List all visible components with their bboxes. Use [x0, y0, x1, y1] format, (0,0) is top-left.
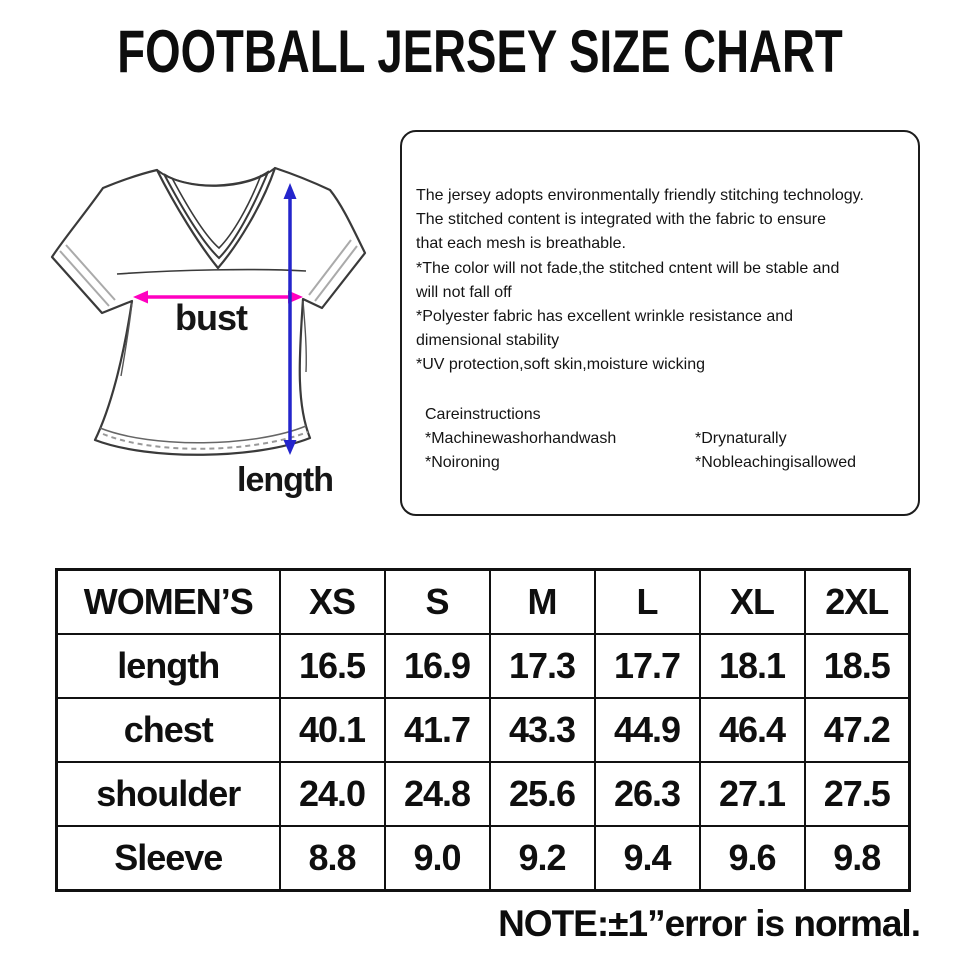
size-value-cell: 44.9 — [593, 697, 701, 763]
size-value-cell: 43.3 — [488, 697, 596, 763]
hem-stitch-line — [102, 431, 309, 450]
size-value-cell: 40.1 — [278, 697, 386, 763]
care-grid: *Machinewashorhandwash *Drynaturally *No… — [425, 427, 910, 475]
size-value-cell: 17.7 — [593, 633, 701, 699]
size-table-grid: WOMEN’S XS S M L XL 2XL length 16.5 16.9… — [55, 568, 911, 892]
size-value-cell: 9.2 — [488, 825, 596, 892]
table-row: Sleeve 8.8 9.0 9.2 9.4 9.6 9.8 — [55, 825, 911, 892]
left-cuff-stripe-2 — [65, 244, 116, 301]
collar-trim-inner-line — [171, 174, 262, 250]
size-value-cell: 9.4 — [593, 825, 701, 892]
size-value-cell: 47.2 — [803, 697, 911, 763]
size-value-cell: 41.7 — [383, 697, 491, 763]
jersey-figure — [25, 158, 395, 508]
size-col-header: L — [593, 568, 701, 635]
measure-row-label: chest — [55, 697, 281, 763]
chest-seam-line — [116, 268, 307, 275]
info-line: dimensional stability — [416, 332, 560, 350]
info-line: *Polyester fabric has excellent wrinkle … — [416, 308, 794, 326]
size-value-cell: 16.5 — [278, 633, 386, 699]
size-col-header: M — [488, 568, 596, 635]
right-cuff-stripe — [314, 245, 358, 302]
care-item: *Machinewashorhandwash — [425, 429, 617, 447]
jersey-illustration — [50, 166, 367, 456]
left-wrinkle-line — [120, 302, 133, 377]
size-value-cell: 27.1 — [698, 761, 806, 827]
table-row: shoulder 24.0 24.8 25.6 26.3 27.1 27.5 — [55, 761, 911, 827]
hem-inner-line — [99, 425, 307, 444]
left-cuff-stripe — [59, 250, 110, 307]
care-item: *Nobleachingisallowed — [695, 454, 856, 472]
length-arrow — [283, 183, 297, 455]
size-value-cell: 9.6 — [698, 825, 806, 892]
size-col-header: XS — [278, 568, 386, 635]
size-table: WOMEN’S XS S M L XL 2XL length 16.5 16.9… — [55, 568, 911, 892]
size-value-cell: 8.8 — [278, 825, 386, 892]
info-line: that each mesh is breathable. — [416, 235, 626, 253]
right-cuff-stripe-2 — [308, 239, 352, 296]
length-measure-label: length — [237, 461, 334, 499]
table-header-row: WOMEN’S XS S M L XL 2XL — [55, 568, 911, 635]
jersey-outline — [50, 166, 367, 456]
info-line: The jersey adopts environmentally friend… — [416, 187, 864, 204]
measure-row-label: shoulder — [55, 761, 281, 827]
info-line: *UV protection,soft skin,moisture wickin… — [416, 356, 705, 374]
size-value-cell: 9.0 — [383, 825, 491, 892]
size-value-cell: 18.5 — [803, 633, 911, 699]
care-item: *Noironing — [425, 454, 500, 472]
measure-row-label: length — [55, 633, 281, 699]
size-value-cell: 26.3 — [593, 761, 701, 827]
table-row: chest 40.1 41.7 43.3 44.9 46.4 47.2 — [55, 697, 911, 763]
size-value-cell: 24.8 — [383, 761, 491, 827]
size-value-cell: 27.5 — [803, 761, 911, 827]
size-col-header: S — [383, 568, 491, 635]
info-line: will not fall off — [416, 283, 512, 301]
size-value-cell: 25.6 — [488, 761, 596, 827]
size-value-cell: 18.1 — [698, 633, 806, 699]
size-value-cell: 17.3 — [488, 633, 596, 699]
measure-row-label: Sleeve — [55, 825, 281, 892]
size-value-cell: 46.4 — [698, 697, 806, 763]
size-value-cell: 9.8 — [803, 825, 911, 892]
info-line: The stitched content is integrated with … — [416, 211, 827, 229]
collar-trim-line — [163, 171, 269, 260]
care-item: *Drynaturally — [695, 429, 787, 447]
tolerance-note: NOTE:±1”error is normal. — [498, 903, 921, 944]
product-info-box: The jersey adopts environmentally friend… — [400, 130, 920, 516]
right-wrinkle-line — [302, 300, 307, 373]
collar-back-inner-line — [163, 170, 270, 187]
size-value-cell: 24.0 — [278, 761, 386, 827]
size-col-header: XL — [698, 568, 806, 635]
table-corner-header: WOMEN’S — [55, 568, 281, 635]
table-row: length 16.5 16.9 17.3 17.7 18.1 18.5 — [55, 633, 911, 699]
bust-measure-label: bust — [175, 297, 248, 338]
care-heading: Careinstructions — [425, 405, 541, 423]
page-title: FOOTBALL JERSEY SIZE CHART — [117, 18, 843, 85]
size-col-header: 2XL — [803, 568, 911, 635]
care-instructions: Careinstructions *Machinewashorhandwash … — [416, 403, 910, 476]
info-line: *The color will not fade,the stitched cn… — [416, 259, 840, 277]
size-value-cell: 16.9 — [383, 633, 491, 699]
